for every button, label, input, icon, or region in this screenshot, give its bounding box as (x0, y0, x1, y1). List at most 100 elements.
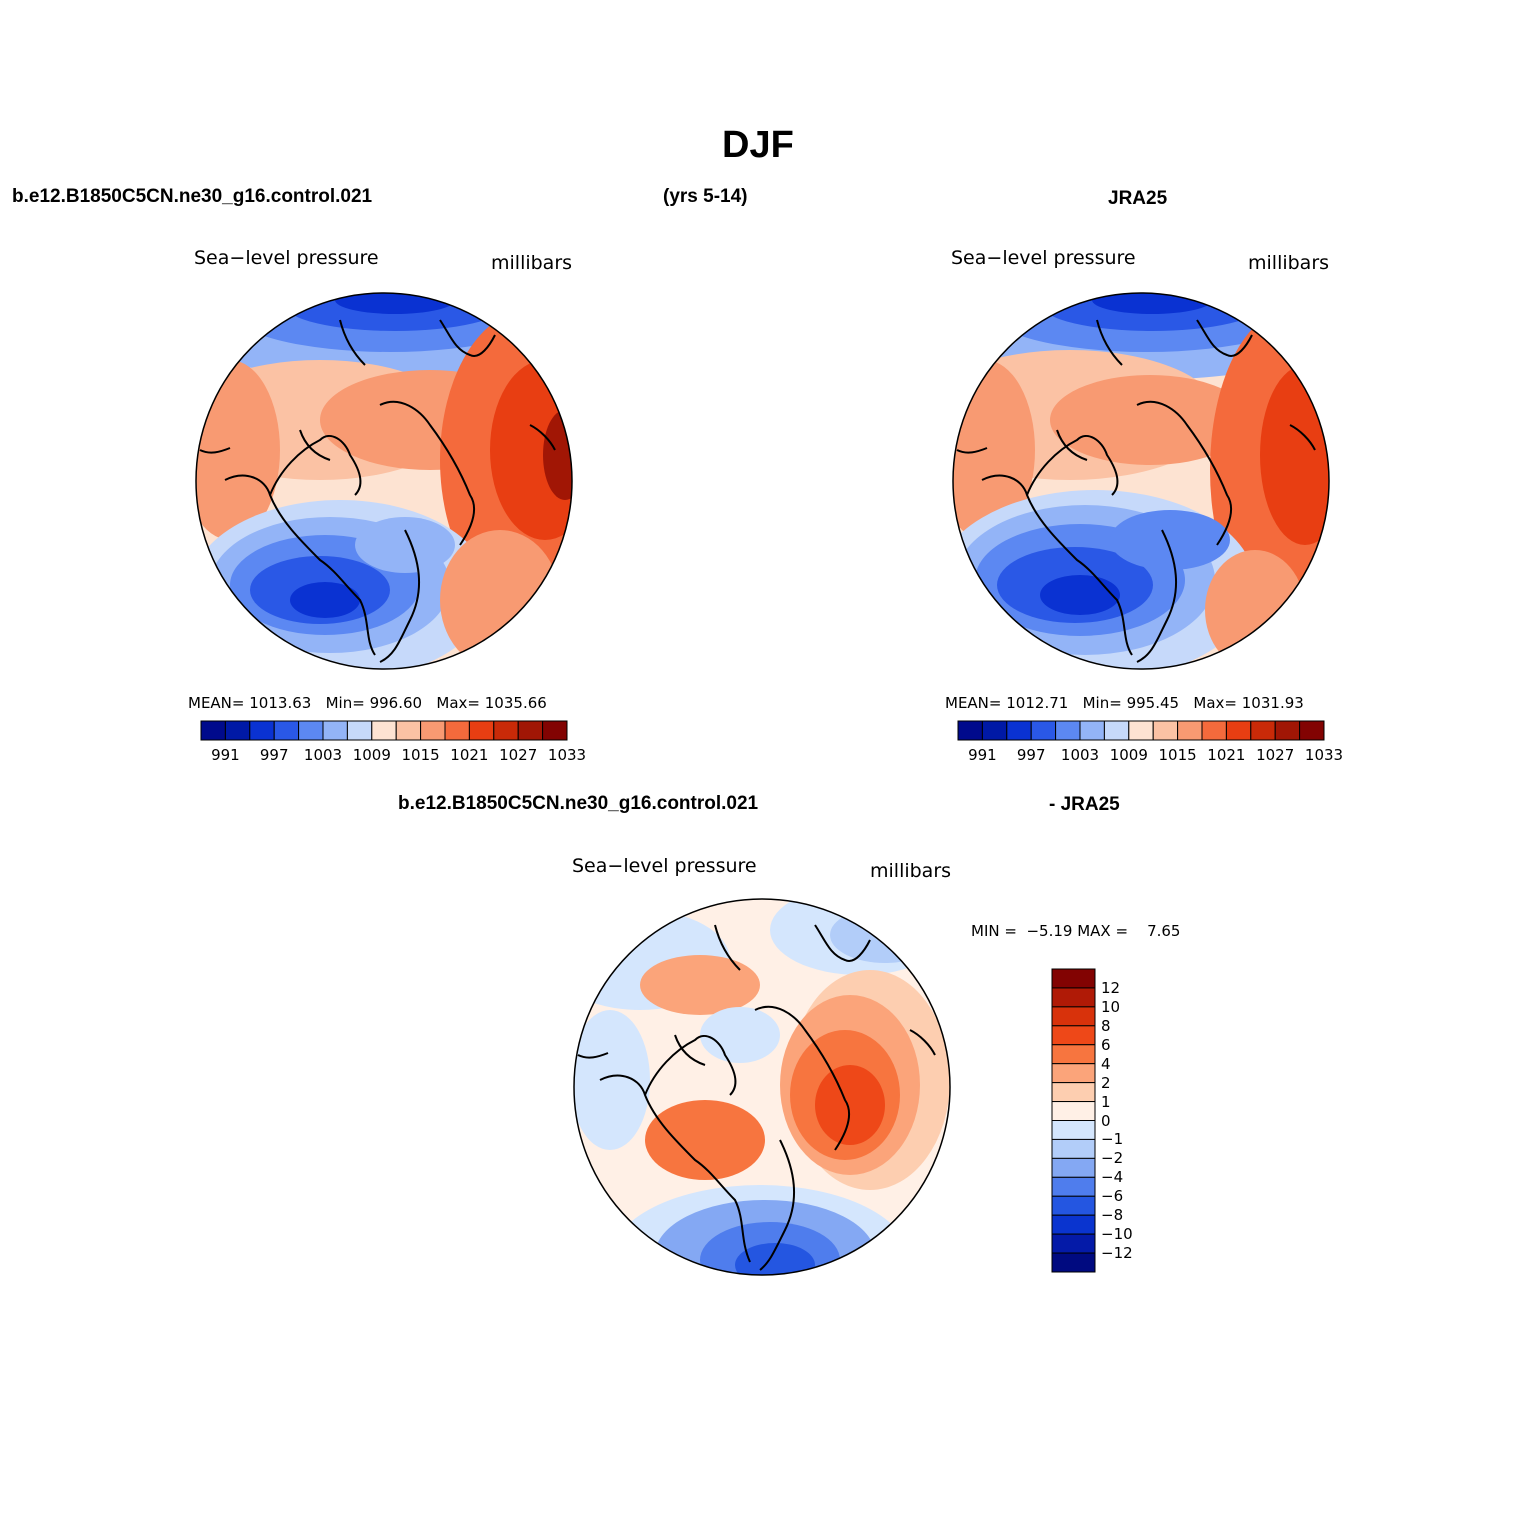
diff-ref-label: - JRA25 (1049, 794, 1120, 815)
diff-colorbar (1051, 968, 1096, 1273)
diff-colorbar-tick-label: −12 (1101, 1244, 1133, 1263)
obs-colorbar-swatch (1274, 720, 1301, 741)
obs-colorbar-swatch (1055, 720, 1081, 741)
diff-colorbar-swatch (1051, 1006, 1096, 1027)
diff-colorbar-swatch (1051, 1063, 1096, 1084)
model-colorbar-swatch (542, 720, 568, 741)
diff-map-border (573, 898, 951, 1276)
model-min-value: 996.60 (369, 694, 423, 712)
diff-colorbar-swatch (1051, 1101, 1096, 1121)
diff-colorbar-tick-label: −1 (1101, 1130, 1124, 1149)
diff-colorbar-tick-label: 10 (1101, 997, 1121, 1016)
figure-title: DJF (722, 124, 794, 166)
model-colorbar-swatch (200, 720, 226, 741)
diff-colorbar-swatch (1051, 987, 1096, 1008)
obs-colorbar-swatch (1250, 720, 1276, 741)
obs-colorbar-tick-label: 1009 (1109, 746, 1148, 764)
model-colorbar-tick-label: 1015 (401, 746, 440, 764)
model-colorbar-tick-label: 1021 (450, 746, 489, 764)
model-colorbar-swatch (298, 720, 324, 741)
obs-colorbar-swatch (1030, 720, 1057, 741)
obs-colorbar-swatch (1177, 720, 1203, 741)
model-colorbar-tick-label: 1033 (547, 746, 587, 764)
obs-colorbar-swatch (1006, 720, 1032, 741)
diff-colorbar-swatch (1051, 1138, 1096, 1159)
model-colorbar-tick-label: 1027 (499, 746, 538, 764)
model-polar-map (196, 293, 572, 669)
model-colorbar-swatch (346, 720, 373, 741)
obs-colorbar-swatch (1299, 720, 1325, 741)
obs-panel-units-label: millibars (1248, 252, 1330, 274)
obs-panel-variable-label: Sea−level pressure (951, 247, 1136, 269)
model-min-label: Min= (325, 694, 365, 712)
model-panel-stats: MEAN= 1013.63 Min= 996.60 Max= 1035.66 (188, 694, 547, 712)
diff-colorbar-swatch (1051, 1025, 1096, 1046)
obs-colorbar-tick-label: 1027 (1256, 746, 1295, 764)
reference-label: JRA25 (1108, 188, 1168, 209)
model-colorbar-swatch (493, 720, 519, 741)
model-max-label: Max= (436, 694, 480, 712)
model-colorbar-swatch (371, 720, 397, 741)
diff-colorbar-swatch (1051, 1082, 1096, 1103)
model-max-value: 1035.66 (484, 694, 547, 712)
diff-colorbar-tick-label: −6 (1101, 1187, 1124, 1206)
obs-colorbar-tick-label: 1033 (1304, 746, 1344, 764)
case-name-label: b.e12.B1850C5CN.ne30_g16.control.021 (12, 186, 373, 207)
obs-min-label: Min= (1082, 694, 1122, 712)
obs-colorbar-tick-label: 997 (1016, 746, 1046, 764)
model-colorbar-swatch (322, 720, 348, 741)
obs-max-value: 1031.93 (1241, 694, 1304, 712)
obs-min-value: 995.45 (1126, 694, 1180, 712)
model-colorbar-swatch (224, 720, 251, 741)
diff-panel-minmax: MIN = −5.19 MAX = 7.65 (971, 922, 1181, 940)
model-map-border (195, 292, 573, 670)
model-colorbar-swatch (468, 720, 495, 741)
obs-colorbar-swatch (1201, 720, 1227, 741)
diff-colorbar-tick-label: 4 (1101, 1054, 1111, 1073)
obs-colorbar-swatch (1152, 720, 1179, 741)
obs-colorbar-swatch (957, 720, 983, 741)
diff-colorbar-swatch (1051, 968, 1096, 989)
diff-colorbar-swatch (1051, 1214, 1096, 1235)
model-colorbar-swatch (395, 720, 422, 741)
model-colorbar-swatch (517, 720, 544, 741)
diff-colorbar-swatch (1051, 1176, 1096, 1197)
diff-colorbar-tick-label: 12 (1101, 978, 1121, 997)
diff-colorbar-swatch (1051, 1157, 1096, 1178)
obs-map-border (952, 292, 1330, 670)
model-colorbar-tick-label: 1009 (352, 746, 391, 764)
diff-panel-variable-label: Sea−level pressure (572, 855, 757, 877)
model-panel-units-label: millibars (491, 252, 573, 274)
diff-colorbar-tick-label: −8 (1101, 1206, 1124, 1225)
diff-colorbar-swatch (1051, 1120, 1096, 1140)
obs-mean-value: 1012.71 (1006, 694, 1069, 712)
obs-colorbar-swatch (1079, 720, 1105, 741)
obs-panel-stats: MEAN= 1012.71 Min= 995.45 Max= 1031.93 (945, 694, 1304, 712)
model-colorbar-tick-label: 1003 (303, 746, 343, 764)
model-mean-label: MEAN= (188, 694, 245, 712)
model-colorbar-swatch (249, 720, 275, 741)
obs-colorbar-tick-label: 1015 (1158, 746, 1197, 764)
model-colorbar-tick-label: 991 (211, 746, 240, 764)
obs-polar-map (953, 293, 1329, 669)
obs-colorbar-swatch (1103, 720, 1130, 741)
obs-colorbar-swatch (1128, 720, 1154, 741)
model-colorbar-swatch (420, 720, 446, 741)
obs-colorbar-tick-label: 1021 (1207, 746, 1246, 764)
diff-panel-units-label: millibars (870, 860, 952, 882)
diff-colorbar-tick-label: −4 (1101, 1168, 1124, 1187)
diff-polar-map (574, 899, 950, 1275)
diff-colorbar-swatch (1051, 1233, 1096, 1254)
diff-colorbar-tick-label: 0 (1101, 1111, 1111, 1130)
model-mean-value: 1013.63 (249, 694, 312, 712)
diff-colorbar-swatch (1051, 1044, 1096, 1065)
diff-colorbar-tick-label: −2 (1101, 1149, 1124, 1168)
diff-colorbar-swatch (1051, 1195, 1096, 1216)
obs-colorbar-tick-label: 1003 (1060, 746, 1100, 764)
obs-max-label: Max= (1193, 694, 1237, 712)
obs-colorbar (957, 720, 1325, 741)
diff-colorbar-tick-label: 8 (1101, 1016, 1111, 1035)
obs-colorbar-tick-label: 991 (968, 746, 997, 764)
diff-colorbar-swatch (1051, 1252, 1096, 1273)
